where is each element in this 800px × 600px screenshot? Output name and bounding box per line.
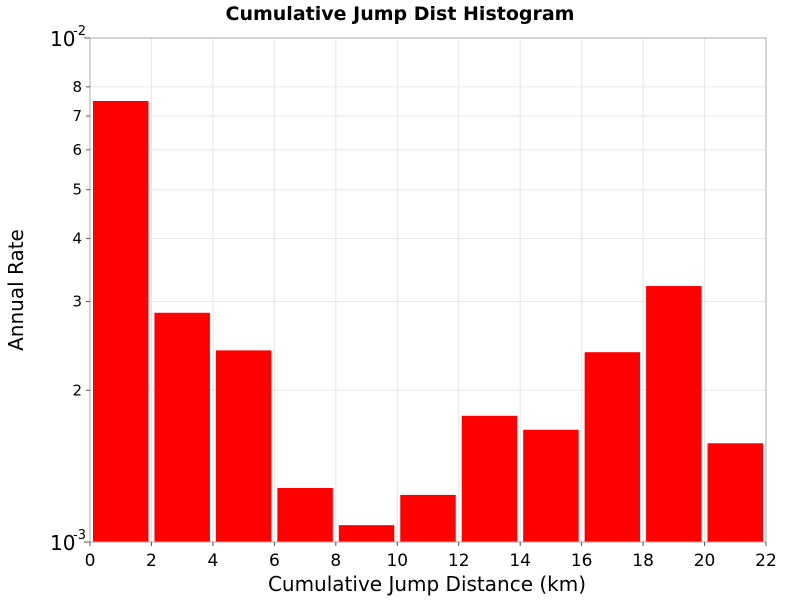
x-tick-label: 18 bbox=[632, 551, 654, 571]
x-tick-label: 6 bbox=[269, 551, 280, 571]
x-axis-label: Cumulative Jump Distance (km) bbox=[268, 572, 586, 596]
x-tick-label: 0 bbox=[85, 551, 96, 571]
y-tick-label: 6 bbox=[72, 141, 82, 159]
y-tick-label: 5 bbox=[72, 181, 82, 199]
histogram-bar bbox=[707, 443, 763, 542]
histogram-bar bbox=[461, 415, 518, 542]
histogram-bar bbox=[584, 352, 641, 542]
x-tick-label: 2 bbox=[146, 551, 157, 571]
y-tick-label: 3 bbox=[72, 293, 82, 311]
x-tick-label: 20 bbox=[694, 551, 716, 571]
x-tick-label: 16 bbox=[571, 551, 593, 571]
y-tick-label: 7 bbox=[72, 107, 82, 125]
histogram-bar bbox=[154, 312, 210, 542]
x-tick-label: 8 bbox=[330, 551, 341, 571]
y-tick-label: 2 bbox=[72, 381, 82, 399]
y-tick-label: 8 bbox=[72, 78, 82, 96]
x-tick-label: 4 bbox=[207, 551, 218, 571]
x-tick-label: 22 bbox=[755, 551, 777, 571]
y-decade-exponent: -3 bbox=[73, 528, 86, 543]
histogram-bar bbox=[400, 494, 456, 542]
histogram-bar bbox=[93, 100, 149, 543]
y-decade-exponent: -2 bbox=[73, 24, 86, 39]
histogram-bar bbox=[338, 525, 395, 542]
y-tick-label: 4 bbox=[72, 230, 82, 248]
y-decade-label: 10 bbox=[50, 531, 75, 555]
x-axis-ticks: 0 2 4 6 8 10 12 14 16 18 20 22 bbox=[85, 542, 777, 571]
histogram-bar bbox=[646, 286, 702, 542]
histogram-bar bbox=[215, 350, 272, 542]
x-tick-label: 12 bbox=[448, 551, 470, 571]
grid-layer bbox=[89, 38, 767, 542]
bars-layer bbox=[93, 100, 763, 543]
plot-area-frame bbox=[89, 37, 767, 543]
x-tick-label: 14 bbox=[509, 551, 531, 571]
x-tick-label: 10 bbox=[386, 551, 408, 571]
y-decade-label: 10 bbox=[50, 27, 75, 51]
histogram-bar bbox=[523, 429, 579, 542]
y-axis-label: Annual Rate bbox=[4, 229, 28, 351]
histogram-bar bbox=[277, 487, 333, 542]
chart-title: Cumulative Jump Dist Histogram bbox=[226, 3, 575, 25]
